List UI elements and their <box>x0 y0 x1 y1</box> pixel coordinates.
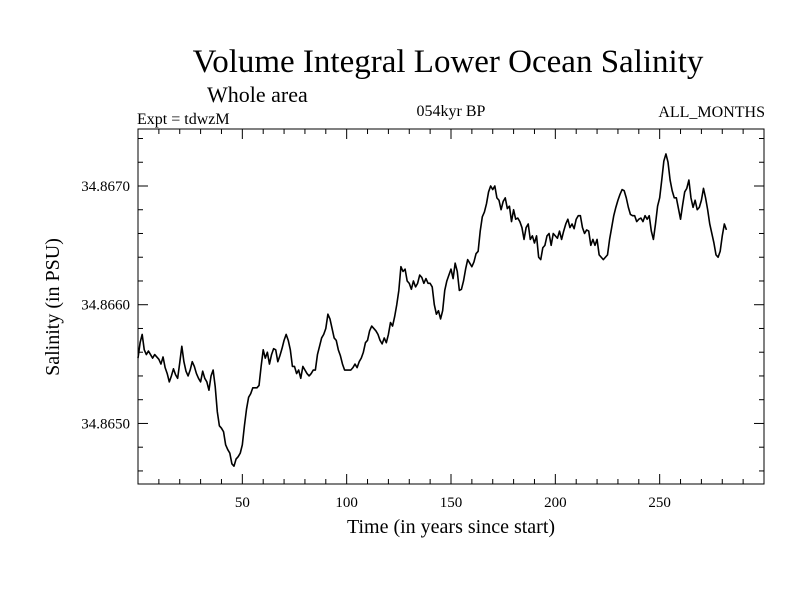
x-tick-label: 150 <box>440 495 463 511</box>
y-axis-ticks <box>138 137 764 472</box>
chart-subtitle: Whole area <box>207 82 308 107</box>
chart-title: Volume Integral Lower Ocean Salinity <box>193 44 704 80</box>
period-label: 054kyr BP <box>417 103 486 120</box>
x-axis-ticks <box>158 129 744 484</box>
x-tick-label: 50 <box>235 495 250 511</box>
y-axis-tick-labels: 34.8650 34.8660 34.8670 <box>81 179 130 432</box>
x-tick-label: 250 <box>648 495 671 511</box>
x-axis-label: Time (in years since start) <box>347 516 555 538</box>
x-tick-label: 200 <box>544 495 567 511</box>
y-tick-label: 34.8660 <box>81 298 130 314</box>
y-axis-label: Salinity (in PSU) <box>42 238 64 376</box>
y-tick-label: 34.8650 <box>81 416 130 432</box>
y-tick-label: 34.8670 <box>81 179 130 195</box>
months-label: ALL_MONTHS <box>658 104 765 121</box>
salinity-series-line <box>137 153 728 467</box>
experiment-label: Expt = tdwzM <box>137 111 230 128</box>
x-tick-label: 100 <box>335 495 358 511</box>
x-axis-tick-labels: 50 100 150 200 250 <box>235 495 671 511</box>
